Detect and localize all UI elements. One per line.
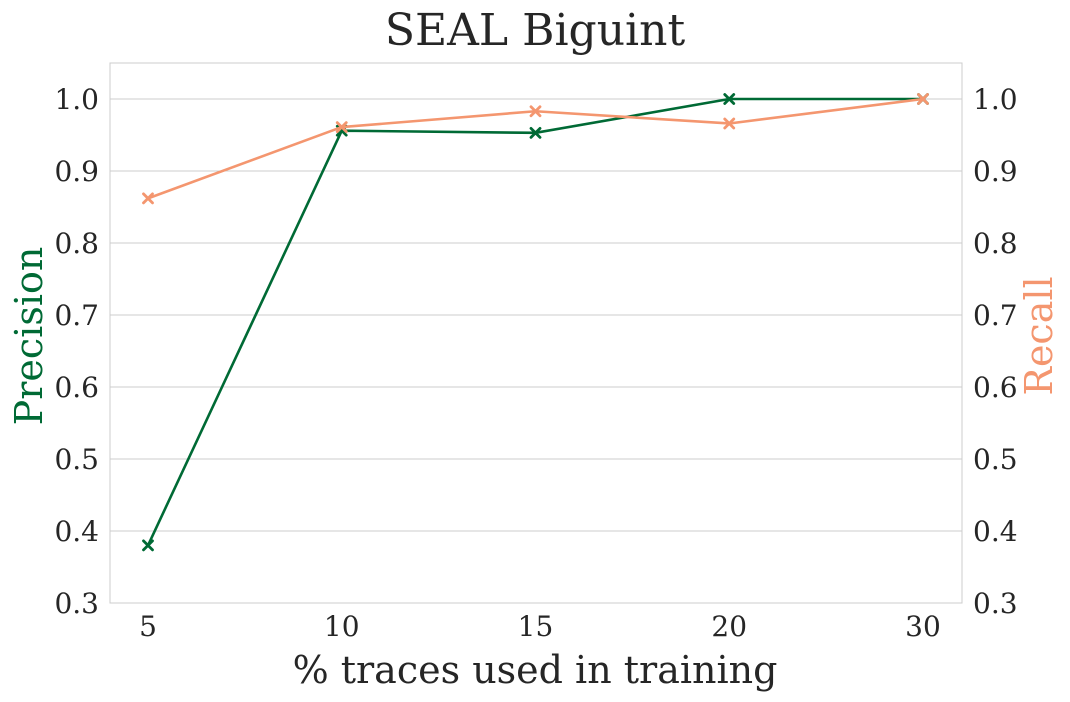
left-y-tick-label: 0.8 bbox=[54, 227, 99, 260]
x-tick-label: 20 bbox=[711, 610, 747, 643]
right-y-tick-label: 0.9 bbox=[973, 155, 1018, 188]
grid-lines bbox=[110, 98, 962, 604]
left-y-tick-label: 0.7 bbox=[54, 299, 99, 332]
right-y-tick-label: 0.5 bbox=[973, 443, 1018, 476]
left-y-tick-label: 0.3 bbox=[54, 587, 99, 620]
right-y-tick-label: 0.3 bbox=[973, 587, 1018, 620]
right-y-ticks: 0.3 0.4 0.5 0.6 0.7 0.8 0.9 1.0 bbox=[973, 83, 1018, 620]
precision-point bbox=[723, 93, 736, 105]
right-y-tick-label: 1.0 bbox=[973, 83, 1018, 116]
precision-point bbox=[142, 539, 154, 552]
left-y-ticks: 0.3 0.4 0.5 0.6 0.7 0.8 0.9 1.0 bbox=[54, 83, 99, 620]
right-y-axis-label: Recall bbox=[1017, 276, 1061, 395]
x-tick-label: 10 bbox=[324, 610, 360, 643]
precision-point bbox=[529, 126, 542, 139]
left-y-tick-label: 0.5 bbox=[54, 443, 99, 476]
recall-point bbox=[529, 105, 542, 118]
left-y-tick-label: 0.4 bbox=[54, 515, 99, 548]
x-tick-label: 30 bbox=[905, 610, 941, 643]
left-y-tick-label: 0.6 bbox=[54, 371, 99, 404]
series-layer bbox=[142, 93, 929, 552]
left-y-tick-label: 1.0 bbox=[54, 83, 99, 116]
recall-point bbox=[142, 192, 154, 205]
plot-frame bbox=[109, 62, 963, 604]
right-y-tick-label: 0.4 bbox=[973, 515, 1018, 548]
recall-point bbox=[335, 121, 348, 133]
right-y-tick-label: 0.7 bbox=[973, 299, 1018, 332]
right-y-tick-label: 0.8 bbox=[973, 227, 1018, 260]
x-tick-label: 5 bbox=[139, 610, 157, 643]
x-ticks: 5 10 15 20 30 bbox=[139, 610, 941, 643]
right-y-tick-label: 0.6 bbox=[973, 371, 1018, 404]
recall-point bbox=[917, 93, 929, 105]
left-y-tick-label: 0.9 bbox=[54, 155, 99, 188]
x-tick-label: 15 bbox=[518, 610, 554, 643]
left-y-axis-label: Precision bbox=[7, 247, 51, 426]
precision-series-line bbox=[146, 97, 923, 546]
recall-point bbox=[723, 117, 736, 130]
x-axis-label: % traces used in training bbox=[293, 648, 778, 692]
chart-title: SEAL Biguint bbox=[385, 5, 686, 56]
recall-series-line bbox=[147, 97, 924, 200]
